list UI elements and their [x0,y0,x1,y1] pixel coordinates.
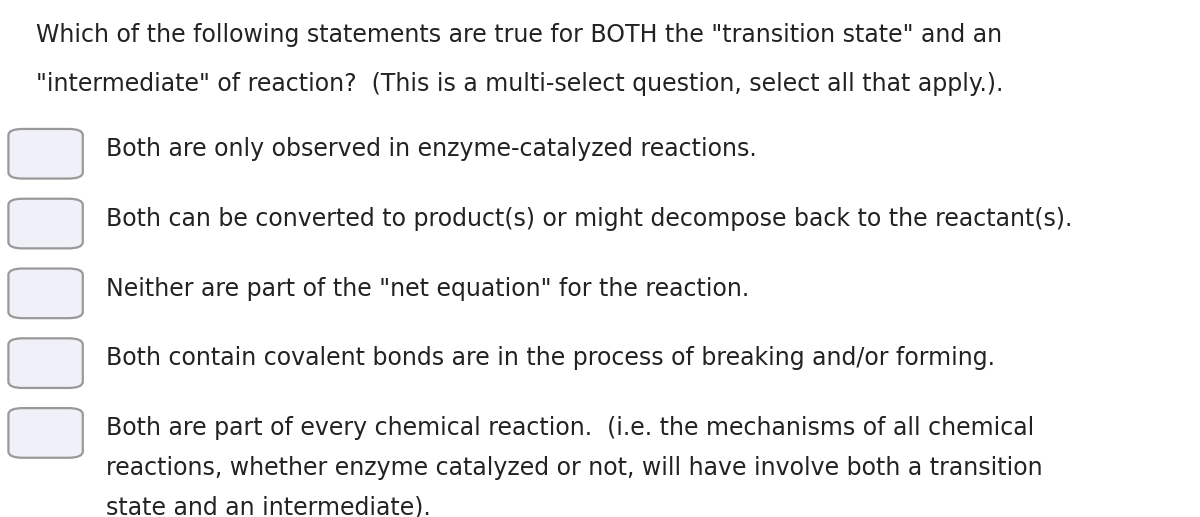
FancyBboxPatch shape [8,268,83,318]
FancyBboxPatch shape [8,338,83,388]
Text: state and an intermediate).: state and an intermediate). [106,496,431,517]
Text: Both are only observed in enzyme-catalyzed reactions.: Both are only observed in enzyme-catalyz… [106,137,756,161]
Text: reactions, whether enzyme catalyzed or not, will have involve both a transition: reactions, whether enzyme catalyzed or n… [106,456,1043,480]
Text: Which of the following statements are true for BOTH the "transition state" and a: Which of the following statements are tr… [36,23,1002,47]
Text: Both contain covalent bonds are in the process of breaking and/or forming.: Both contain covalent bonds are in the p… [106,346,995,370]
FancyBboxPatch shape [8,408,83,458]
Text: Both are part of every chemical reaction.  (i.e. the mechanisms of all chemical: Both are part of every chemical reaction… [106,416,1034,440]
Text: Neither are part of the "net equation" for the reaction.: Neither are part of the "net equation" f… [106,277,749,300]
FancyBboxPatch shape [8,199,83,248]
Text: "intermediate" of reaction?  (This is a multi-select question, select all that a: "intermediate" of reaction? (This is a m… [36,72,1003,96]
FancyBboxPatch shape [8,129,83,178]
Text: Both can be converted to product(s) or might decompose back to the reactant(s).: Both can be converted to product(s) or m… [106,207,1072,231]
